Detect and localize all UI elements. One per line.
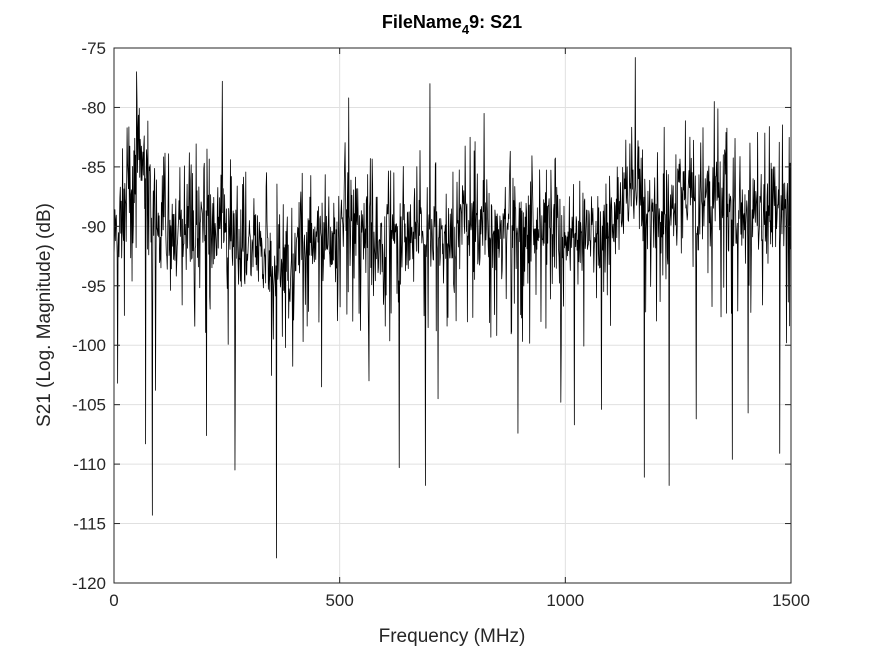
plot-frame bbox=[113, 47, 792, 584]
y-tick-label: -75 bbox=[81, 39, 106, 58]
chart-title-prefix: FileName bbox=[382, 12, 462, 32]
y-tick-label: -105 bbox=[72, 396, 106, 415]
y-tick-label: -120 bbox=[72, 574, 106, 593]
y-tick-label: -115 bbox=[73, 515, 106, 534]
x-tick-label: 500 bbox=[325, 591, 353, 610]
x-tick-label: 0 bbox=[109, 591, 118, 610]
chart-title-subscript: 4 bbox=[462, 22, 470, 37]
x-tick-label: 1000 bbox=[546, 591, 584, 610]
y-axis-label: S21 (Log. Magnitude) (dB) bbox=[34, 203, 55, 427]
y-tick-label: -100 bbox=[72, 336, 106, 355]
tick-layer: 0 500 1000 1500 -120 -115 -110 -105 -100 -95 -90 -8… bbox=[72, 39, 810, 610]
s21-trace-line bbox=[113, 57, 792, 559]
y-tick-label: -85 bbox=[81, 158, 106, 177]
y-tick-label: -95 bbox=[81, 277, 106, 296]
y-tick-label: -80 bbox=[81, 98, 106, 117]
x-axis-label: Frequency (MHz) bbox=[379, 626, 526, 647]
y-tick-label: -110 bbox=[73, 455, 106, 474]
plot-area bbox=[114, 48, 791, 583]
series-layer bbox=[113, 57, 792, 559]
y-tick-label: -90 bbox=[81, 217, 106, 236]
chart-title-suffix: 9: S21 bbox=[469, 12, 522, 32]
x-tick-label: 1500 bbox=[772, 591, 810, 610]
chart-title: FileName49: S21 bbox=[382, 12, 522, 37]
